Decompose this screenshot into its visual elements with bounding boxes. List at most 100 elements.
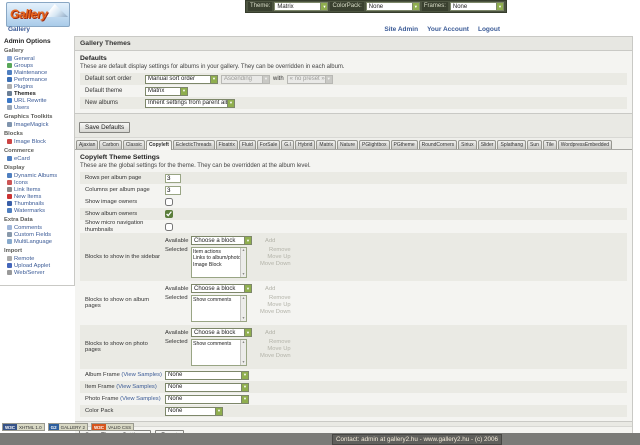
tab-g-i[interactable]: G.I	[281, 140, 294, 149]
field-label: Color Pack	[85, 407, 114, 414]
sidebar-item-watermarks[interactable]: Watermarks	[4, 207, 73, 214]
scroll-down-icon[interactable]: ▼	[241, 272, 246, 276]
general-icon	[7, 56, 12, 61]
user-link-logout[interactable]: Logout	[477, 26, 500, 33]
tab-forsale[interactable]: ForSale	[256, 140, 281, 149]
sidebar-item-multilanguage[interactable]: MultiLanguage	[4, 238, 73, 245]
color-pack-select[interactable]: None ▼	[165, 406, 223, 416]
tab-hybrid[interactable]: Hybrid	[294, 140, 316, 149]
save-defaults-button[interactable]: Save Defaults	[79, 122, 131, 133]
columns-per-page-input[interactable]	[165, 185, 181, 195]
tab-pglightbox[interactable]: PGlightbox	[359, 140, 390, 149]
tab-sun[interactable]: Sun	[527, 140, 542, 149]
default-theme-select[interactable]: Matrix ▼	[145, 86, 188, 96]
sidebar-item-url-rewrite[interactable]: URL Rewrite	[4, 97, 73, 104]
listbox-option[interactable]: Show comments	[193, 341, 232, 347]
tab-fluid[interactable]: Fluid	[238, 140, 256, 149]
tab-carbon[interactable]: Carbon	[99, 140, 122, 149]
blocks-photo-available-select[interactable]: Choose a block ▼	[191, 328, 252, 337]
listbox-scrollbar[interactable]: ▲ ▼	[240, 296, 246, 321]
gallery-logo[interactable]: Gallery	[6, 2, 70, 27]
blocks-photo-selected-listbox[interactable]: Show comments ▲ ▼	[191, 339, 247, 366]
tab-ajaxian[interactable]: Ajaxian	[76, 140, 99, 149]
sidebar-item-performance[interactable]: Performance	[4, 76, 73, 83]
album-frame-select[interactable]: None ▼	[165, 370, 249, 380]
sidebar-item-remote[interactable]: Remote	[4, 255, 73, 262]
user-link-site-admin[interactable]: Site Admin	[384, 26, 419, 33]
sidebar-item-link-items[interactable]: Link Items	[4, 186, 73, 193]
user-link-your-account[interactable]: Your Account	[427, 26, 469, 33]
defaults-description: These are default display settings for a…	[80, 64, 345, 70]
new-albums-select[interactable]: Inherit settings from parent album ▼	[145, 98, 235, 108]
sidebar-item-custom-fields[interactable]: Custom Fields	[4, 231, 73, 238]
tab-eclecticthreads[interactable]: EclecticThreads	[172, 140, 215, 149]
sidebar-item-icons[interactable]: Icons	[4, 179, 73, 186]
listbox-option[interactable]: Item actions	[193, 249, 221, 255]
sort-direction-select: Ascending ▼	[221, 74, 270, 84]
listbox-option[interactable]: Show comments	[193, 297, 232, 303]
move-up-button-disabled: Move Up	[267, 253, 291, 260]
tab-wordpressembedded[interactable]: WordpressEmbedded	[557, 140, 613, 149]
sidebar-item-comments[interactable]: Comments	[4, 224, 73, 231]
scroll-up-icon[interactable]: ▲	[241, 248, 246, 252]
show-image-owners-checkbox[interactable]	[165, 198, 173, 206]
show-album-owners-checkbox[interactable]	[165, 210, 173, 218]
colorpack-select[interactable]: None ▼	[365, 2, 420, 11]
listbox-scrollbar[interactable]: ▲ ▼	[240, 340, 246, 365]
tab-pgtheme[interactable]: PGtheme	[390, 140, 418, 149]
listbox-option[interactable]: Links to album/photo peers	[193, 255, 240, 262]
tab-siriux[interactable]: Siriux	[458, 140, 477, 149]
sidebar-item-dynamic-albums[interactable]: Dynamic Albums	[4, 172, 73, 179]
sidebar-item-groups[interactable]: Groups	[4, 62, 73, 69]
photo-frame-select[interactable]: None ▼	[165, 394, 249, 404]
sidebar-item-maintenance[interactable]: Maintenance	[4, 69, 73, 76]
breadcrumb[interactable]: Gallery	[8, 26, 31, 33]
sidebar-item-users[interactable]: Users	[4, 104, 73, 111]
tab-floatrix[interactable]: Floatrix	[215, 140, 238, 149]
show-micro-nav-checkbox[interactable]	[165, 222, 173, 231]
tab-copyleft[interactable]: Copyleft	[145, 140, 172, 150]
scroll-down-icon[interactable]: ▼	[241, 360, 246, 364]
tab-splathang[interactable]: Splathang	[497, 140, 527, 149]
tab-roundcorners[interactable]: RoundCorners	[418, 140, 458, 149]
theme-select[interactable]: Matrix ▼	[274, 2, 329, 11]
scroll-up-icon[interactable]: ▲	[241, 340, 246, 344]
tab-tile[interactable]: Tile	[542, 140, 557, 149]
frames-select[interactable]: None ▼	[449, 2, 504, 11]
sort-order-select[interactable]: Manual sort order ▼	[145, 74, 218, 84]
view-samples-link[interactable]: (View Samples)	[116, 383, 157, 390]
tab-classic[interactable]: Classic	[122, 140, 145, 149]
move-down-button-disabled: Move Down	[260, 308, 291, 315]
blocks-album-selected-listbox[interactable]: Show comments ▲ ▼	[191, 295, 247, 322]
sidebar-item-themes[interactable]: Themes	[4, 90, 73, 97]
sidebar-item-ecard[interactable]: eCard	[4, 155, 73, 162]
sidebar-item-upload-applet[interactable]: Upload Applet	[4, 262, 73, 269]
item-frame-select[interactable]: None ▼	[165, 382, 249, 392]
tab-nature[interactable]: Nature	[337, 140, 359, 149]
blocks-sidebar-available-select[interactable]: Choose a block ▼	[191, 236, 252, 245]
view-samples-link[interactable]: (View Samples)	[121, 371, 162, 378]
sidebar-item-label: eCard	[14, 155, 30, 162]
scroll-down-icon[interactable]: ▼	[241, 316, 246, 320]
listbox-option[interactable]: Image Block	[193, 261, 222, 268]
selected-label: Selected	[165, 247, 188, 253]
move-up-button-disabled: Move Up	[267, 345, 291, 352]
sidebar-item-plugins[interactable]: Plugins	[4, 83, 73, 90]
view-samples-link[interactable]: (View Samples)	[120, 395, 161, 402]
listbox-scrollbar[interactable]: ▲ ▼	[240, 248, 246, 277]
sidebar-item-general[interactable]: General	[4, 55, 73, 62]
sidebar-item-image-block[interactable]: Image Block	[4, 138, 73, 145]
sidebar-item-imagemagick[interactable]: ImageMagick	[4, 121, 73, 128]
scroll-up-icon[interactable]: ▲	[241, 296, 246, 300]
badge-xhtml-1-0[interactable]: W3C XHTML 1.0	[2, 423, 45, 431]
rows-per-page-input[interactable]	[165, 173, 181, 183]
sidebar-item-web-server[interactable]: Web/Server	[4, 269, 73, 276]
tab-matrix[interactable]: Matrix	[316, 140, 337, 149]
badge-valid-css[interactable]: W3C VALID CSS	[90, 423, 135, 431]
blocks-album-available-select[interactable]: Choose a block ▼	[191, 284, 252, 293]
sidebar-item-new-items[interactable]: New Items	[4, 193, 73, 200]
sidebar-item-thumbnails[interactable]: Thumbnails	[4, 200, 73, 207]
badge-gallery-2[interactable]: G2 GALLERY 2	[47, 423, 88, 431]
tab-slider[interactable]: Slider	[477, 140, 497, 149]
